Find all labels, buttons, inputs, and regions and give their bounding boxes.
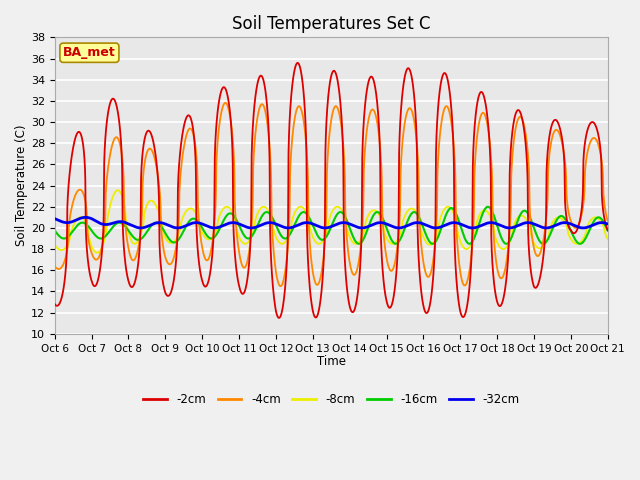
Text: BA_met: BA_met: [63, 46, 116, 59]
Legend: -2cm, -4cm, -8cm, -16cm, -32cm: -2cm, -4cm, -8cm, -16cm, -32cm: [138, 388, 524, 411]
Title: Soil Temperatures Set C: Soil Temperatures Set C: [232, 15, 431, 33]
X-axis label: Time: Time: [317, 355, 346, 368]
Y-axis label: Soil Temperature (C): Soil Temperature (C): [15, 125, 28, 246]
